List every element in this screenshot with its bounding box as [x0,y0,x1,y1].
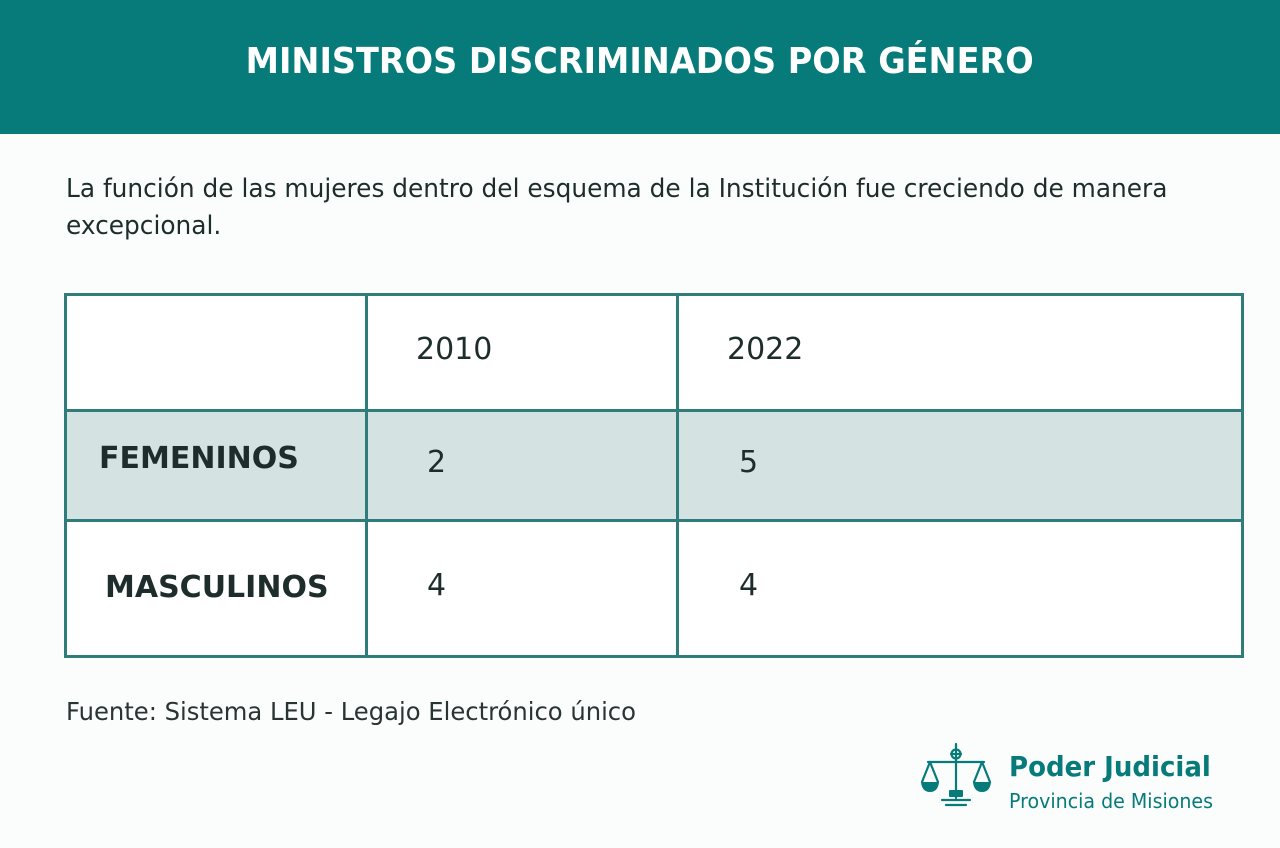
column-header-2010: 2010 [416,332,493,367]
header-banner: MINISTROS DISCRIMINADOS POR GÉNERO [0,0,1280,134]
logo-title: Poder Judicial [1009,750,1211,783]
column-header-2022: 2022 [727,332,804,367]
row-label-masculinos: MASCULINOS [105,570,329,605]
row-label-femeninos: FEMENINOS [99,441,299,476]
scales-of-justice-icon [920,742,992,807]
column-divider [676,296,679,655]
table-header-row: 2010 2022 [67,296,1241,409]
data-table: 2010 2022 FEMENINOS 2 5 MASCULINOS 4 4 [64,293,1244,658]
cell-femeninos-2010: 2 [427,445,447,480]
cell-femeninos-2022: 5 [739,445,759,480]
table-row: MASCULINOS 4 4 [67,522,1241,655]
poder-judicial-logo: Poder Judicial Provincia de Misiones [920,740,1250,813]
column-divider [365,296,368,655]
source-note: Fuente: Sistema LEU - Legajo Electrónico… [66,697,636,726]
page-title: MINISTROS DISCRIMINADOS POR GÉNERO [245,40,1035,82]
cell-masculinos-2022: 4 [739,568,759,603]
cell-masculinos-2010: 4 [427,568,447,603]
table-row: FEMENINOS 2 5 [67,409,1241,522]
logo-subtitle: Provincia de Misiones [1009,789,1214,813]
intro-text: La función de las mujeres dentro del esq… [66,174,1168,241]
